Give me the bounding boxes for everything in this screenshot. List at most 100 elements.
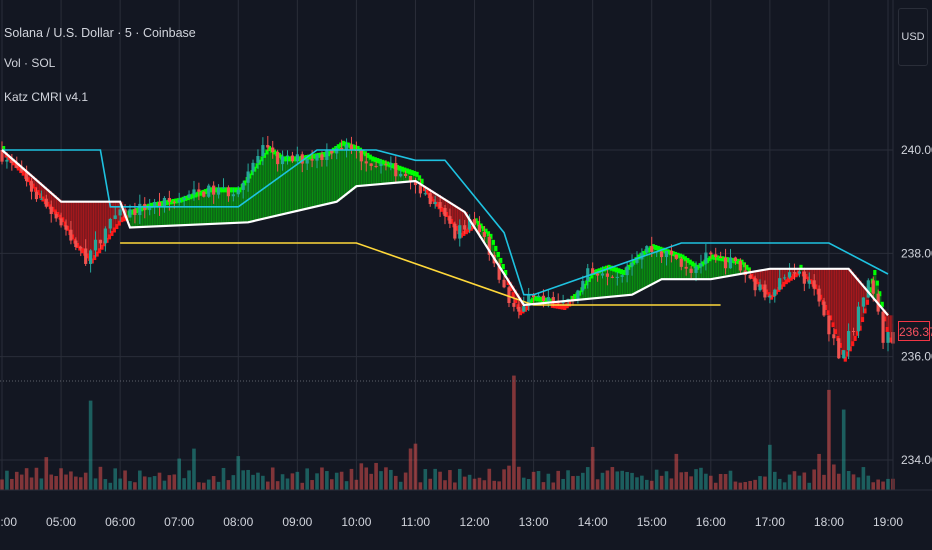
candle-body <box>773 289 777 296</box>
band-fill <box>112 201 116 228</box>
band-fill <box>307 158 311 209</box>
band-fill <box>792 268 796 274</box>
candle-body <box>576 290 580 301</box>
band-fill <box>718 259 722 278</box>
band-fill <box>297 160 301 211</box>
band-edge <box>880 301 884 307</box>
volume-bar <box>138 470 142 490</box>
volume-bar <box>709 475 713 490</box>
band-fill <box>161 204 166 227</box>
band-fill <box>629 266 633 295</box>
band-fill <box>31 175 35 184</box>
volume-bar <box>467 474 472 490</box>
volume-bar <box>836 473 841 490</box>
volume-bar <box>69 471 73 490</box>
band-edge <box>612 266 616 272</box>
candle-body <box>522 305 526 312</box>
candle-body <box>423 193 427 195</box>
band-fill <box>627 268 631 296</box>
time-axis[interactable]: 04:00 05:00 06:00 07:00 08:00 09:00 10:00 11:00… <box>0 515 903 529</box>
band-fill <box>622 274 626 296</box>
band-edge <box>16 165 20 171</box>
band-fill <box>132 212 136 228</box>
volume-bar <box>39 478 44 490</box>
volume-bar <box>600 472 605 490</box>
candle-body <box>5 159 9 162</box>
band-fill <box>742 266 746 274</box>
candle-body <box>472 219 477 225</box>
band-fill <box>368 158 372 186</box>
volume-bar <box>78 477 83 490</box>
band-fill <box>353 149 358 189</box>
candle-body <box>202 191 206 197</box>
band-edge <box>853 336 857 341</box>
price-axis[interactable]: 240.00 238.00 236.00 234.00 <box>901 143 932 467</box>
volume-bar <box>187 470 191 490</box>
volume-bar <box>118 478 122 490</box>
band-edge <box>688 259 692 265</box>
band-fill <box>211 191 215 224</box>
band-fill <box>764 269 769 290</box>
band-fill <box>856 277 860 331</box>
candle-body <box>817 288 821 302</box>
band-fill <box>459 208 463 233</box>
band-fill <box>639 256 643 291</box>
candle-body <box>630 262 634 267</box>
volume-bar <box>172 474 177 490</box>
band-edge <box>267 146 271 151</box>
candle-body <box>822 301 826 316</box>
band-edge <box>21 170 25 176</box>
band-fill <box>445 199 449 212</box>
band-fill <box>533 299 537 305</box>
volume-bar <box>679 472 684 490</box>
candle-body <box>733 257 738 262</box>
volume-bar <box>694 469 698 490</box>
candle-body <box>679 258 683 267</box>
symbol-title[interactable]: Solana / U.S. Dollar · 5 · Coinbase <box>4 26 196 40</box>
y-tick-label: 238.00 <box>901 246 932 260</box>
volume-bar <box>428 478 433 490</box>
volume-bar <box>344 481 349 490</box>
candle-body <box>527 294 531 306</box>
band-edge <box>353 145 358 151</box>
band-fill <box>484 232 488 243</box>
band-fill <box>243 184 247 223</box>
band-fill <box>432 191 436 200</box>
volume-bar <box>886 478 890 490</box>
volume-bar <box>689 476 693 490</box>
volume-bar <box>14 471 19 490</box>
band-fill <box>152 206 156 227</box>
band-fill <box>624 271 628 296</box>
candle-body <box>231 194 235 197</box>
band-fill <box>848 268 852 347</box>
band-edge <box>166 199 171 205</box>
volume-bar <box>664 471 669 490</box>
volume-bar <box>585 467 590 490</box>
volume-bar <box>142 476 147 490</box>
band-fill <box>824 268 828 305</box>
volume-bar <box>812 469 816 490</box>
band-edge <box>388 162 392 168</box>
band-edge <box>568 301 572 307</box>
indicator-legend[interactable]: Katz CMRI v4.1 <box>4 90 89 104</box>
volume-bar <box>211 476 216 490</box>
volume-bar <box>536 471 541 490</box>
band-edge <box>745 264 749 270</box>
band-fill <box>632 263 636 295</box>
volume-bar <box>704 473 708 490</box>
volume-bar <box>497 481 501 490</box>
band-edge <box>602 266 606 272</box>
candle-body <box>177 199 181 203</box>
currency-button[interactable]: USD <box>898 8 928 66</box>
band-edge <box>255 163 259 169</box>
candle-body <box>394 162 398 177</box>
band-fill <box>149 206 153 227</box>
volume-bar <box>590 446 595 490</box>
volume-legend[interactable]: Vol · SOL <box>4 56 56 70</box>
band-fill <box>693 267 697 280</box>
candle-body <box>861 297 865 307</box>
candle-body <box>197 189 201 192</box>
volume-bar <box>453 482 457 490</box>
band-fill <box>801 268 806 272</box>
